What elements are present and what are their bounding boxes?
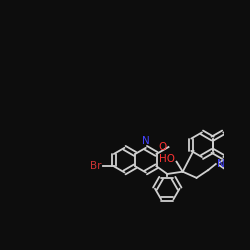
Text: Br: Br — [90, 161, 102, 171]
Text: HO: HO — [159, 154, 175, 164]
Text: O: O — [158, 142, 166, 152]
Text: N: N — [142, 136, 150, 146]
Text: N: N — [216, 159, 224, 169]
